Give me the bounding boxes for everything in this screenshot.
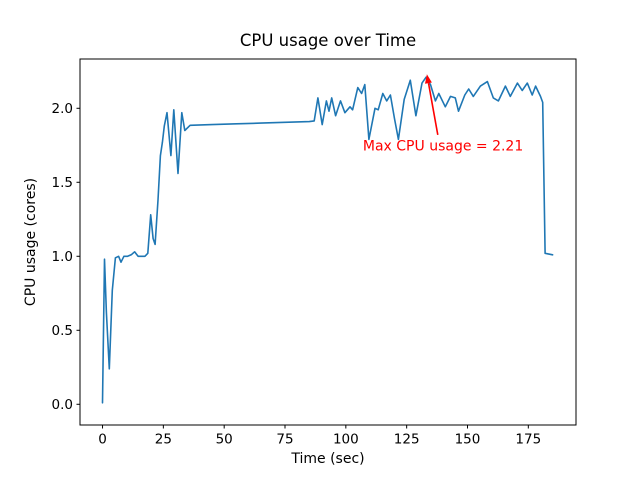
x-tick-label: 175	[515, 432, 541, 448]
y-axis-ticks: 0.0 0.5 1.0 1.5 2.0	[52, 101, 80, 413]
y-tick-label: 2.0	[52, 101, 73, 117]
x-tick-label: 25	[155, 432, 172, 448]
y-tick-label: 0.5	[52, 323, 73, 339]
annotation-arrowhead-icon	[425, 74, 432, 84]
chart-title: CPU usage over Time	[240, 31, 416, 50]
x-tick-label: 75	[276, 432, 293, 448]
y-tick-label: 1.0	[52, 249, 73, 265]
x-tick-label: 100	[333, 432, 359, 448]
y-tick-label: 1.5	[52, 175, 73, 191]
y-tick-label: 0.0	[52, 397, 73, 413]
x-tick-label: 150	[455, 432, 481, 448]
annotation-arrow	[427, 82, 439, 136]
y-axis-label: CPU usage (cores)	[23, 178, 39, 306]
max-cpu-annotation: Max CPU usage = 2.21	[363, 138, 523, 154]
cpu-usage-line	[101, 76, 554, 404]
x-tick-label: 0	[98, 432, 107, 448]
x-tick-label: 125	[394, 432, 420, 448]
x-tick-label: 50	[216, 432, 233, 448]
x-axis-label: Time (sec)	[290, 451, 364, 467]
plot-area-frame	[79, 58, 577, 426]
x-axis-ticks: 0 25 50 75 100 125 150 175	[98, 425, 541, 448]
